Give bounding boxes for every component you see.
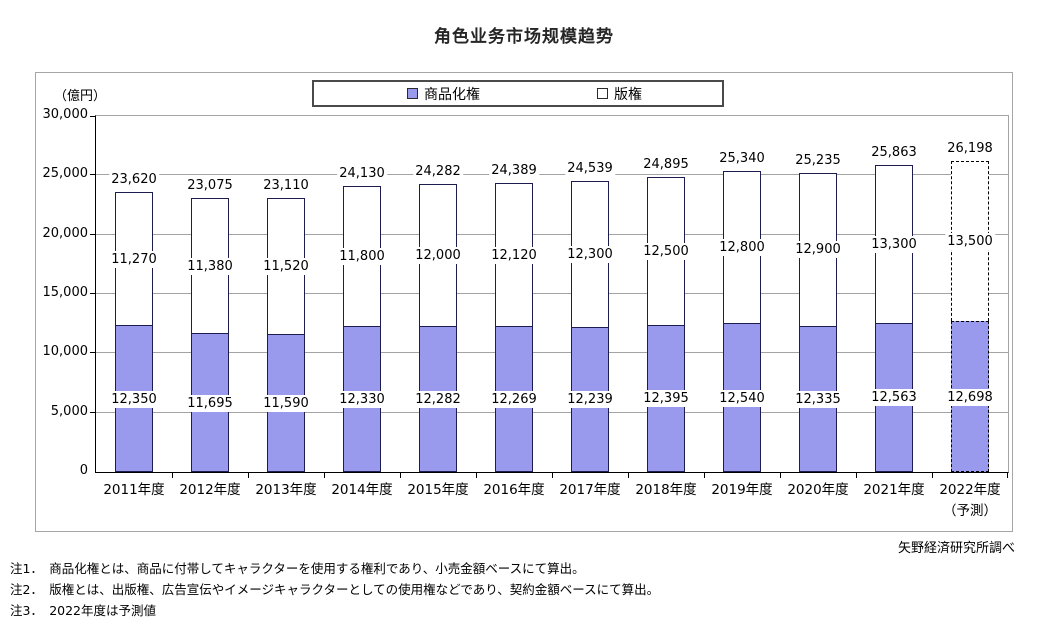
footnotes: 注1． 商品化権とは、商品に付帯してキャラクターを使用する権利であり、小売金額ベ… xyxy=(10,558,659,621)
y-axis-tick xyxy=(90,352,96,354)
data-label-total: 24,895 xyxy=(641,155,691,173)
plot-area: 23,620 11,270 12,350 2011年度 23,075 11,380 11,6… xyxy=(90,115,1009,519)
legend-label-copyright: 版権 xyxy=(614,86,642,103)
gridline xyxy=(96,411,1008,413)
x-axis-label: 2011年度 xyxy=(103,482,165,498)
data-label-total: 26,198 xyxy=(945,140,995,158)
data-label-copyright: 11,800 xyxy=(337,247,387,265)
data-label-total: 24,282 xyxy=(413,162,463,180)
y-axis-tick-label: 0 xyxy=(79,463,88,478)
data-label-merchandising: 12,698 xyxy=(945,388,995,406)
y-axis-tick-label: 5,000 xyxy=(50,403,88,419)
data-label-total: 25,340 xyxy=(717,150,767,168)
x-axis-tick xyxy=(248,473,249,478)
legend-entry-merchandising: 商品化権 xyxy=(407,82,480,105)
chart-frame: （億円） 商品化権 版権 23,620 11,270 12,350 2011年度 23,… xyxy=(35,72,1013,532)
x-axis-label: 2020年度 xyxy=(787,482,849,498)
x-axis-tick xyxy=(324,473,325,478)
y-axis-tick xyxy=(90,293,96,294)
data-label-merchandising: 12,282 xyxy=(413,391,463,409)
gridline xyxy=(96,174,1008,176)
x-axis-label: 2018年度 xyxy=(635,482,697,498)
data-label-total: 25,863 xyxy=(869,144,919,162)
data-label-merchandising: 12,330 xyxy=(337,390,387,408)
x-axis-label: 2014年度 xyxy=(331,482,393,498)
x-axis-tick xyxy=(552,473,553,478)
data-label-copyright: 13,500 xyxy=(945,233,995,251)
data-label-total: 23,110 xyxy=(261,176,311,194)
data-label-merchandising: 11,695 xyxy=(185,394,235,412)
gridline xyxy=(96,233,1008,235)
legend: 商品化権 版権 xyxy=(312,80,724,107)
data-label-copyright: 12,900 xyxy=(793,241,843,259)
legend-swatch-merchandising-icon xyxy=(407,88,418,99)
x-axis-label: 2013年度 xyxy=(255,482,317,498)
data-label-copyright: 12,500 xyxy=(641,242,691,260)
x-axis-tick xyxy=(704,473,705,478)
legend-label-merchandising: 商品化権 xyxy=(424,86,480,103)
y-axis-tick xyxy=(90,411,96,413)
y-axis-tick-label: 10,000 xyxy=(42,344,89,360)
data-label-copyright: 12,800 xyxy=(717,239,767,257)
data-label-copyright: 12,300 xyxy=(565,245,615,263)
data-label-merchandising: 12,395 xyxy=(641,390,691,408)
data-label-merchandising: 12,350 xyxy=(109,390,159,408)
x-axis-tick xyxy=(932,473,933,478)
page-title: 角色业务市场规模趋势 xyxy=(434,27,614,47)
data-label-copyright: 13,300 xyxy=(869,236,919,254)
x-axis-label: 2017年度 xyxy=(559,482,621,498)
footnote-2: 注2． 版権とは、出版権、広告宣伝やイメージキャラクターとしての使用権などであり… xyxy=(10,582,660,597)
x-axis-label: 2015年度 xyxy=(407,482,469,498)
y-axis-tick-label: 30,000 xyxy=(42,107,89,122)
x-axis-tick xyxy=(1007,473,1008,478)
data-label-copyright: 11,380 xyxy=(185,257,235,275)
x-axis-tick xyxy=(476,473,477,478)
x-axis-tick xyxy=(780,473,781,478)
data-label-copyright: 12,000 xyxy=(413,247,463,265)
data-label-total: 24,130 xyxy=(337,164,387,182)
legend-swatch-copyright-icon xyxy=(597,88,608,99)
x-axis-label: 2021年度 xyxy=(863,482,925,498)
y-axis-unit-label: （億円） xyxy=(54,89,107,104)
data-label-total: 24,539 xyxy=(565,159,615,177)
y-axis-tick xyxy=(90,174,96,176)
footnote-1: 注1． 商品化権とは、商品に付帯してキャラクターを使用する権利であり、小売金額ベ… xyxy=(10,561,585,576)
data-label-total: 24,389 xyxy=(489,161,539,179)
x-axis-label: 2012年度 xyxy=(179,482,241,498)
x-axis-label: 2016年度 xyxy=(483,482,545,498)
x-axis-tick xyxy=(400,473,401,478)
x-axis-tick xyxy=(172,473,173,478)
x-axis-label: 2019年度 xyxy=(711,482,773,498)
data-label-merchandising: 12,540 xyxy=(717,389,767,407)
data-label-total: 23,075 xyxy=(185,177,235,195)
gridline xyxy=(96,352,1008,354)
data-label-merchandising: 12,335 xyxy=(793,390,843,408)
y-axis-tick-label: 20,000 xyxy=(42,225,89,241)
y-axis-tick xyxy=(90,116,96,117)
data-label-merchandising: 12,563 xyxy=(869,389,919,407)
data-label-copyright: 11,270 xyxy=(109,250,159,268)
y-axis-tick xyxy=(90,233,96,235)
source-credit: 矢野経済研究所調べ xyxy=(897,541,1015,556)
y-axis-tick-label: 25,000 xyxy=(42,166,89,182)
gridline xyxy=(96,293,1008,294)
footnote-3: 注3． 2022年度は予測値 xyxy=(10,603,157,618)
data-label-merchandising: 11,590 xyxy=(261,395,311,413)
data-label-merchandising: 12,269 xyxy=(489,391,539,409)
x-axis-tick xyxy=(856,473,857,478)
data-label-merchandising: 12,239 xyxy=(565,391,615,409)
legend-entry-copyright: 版権 xyxy=(597,82,642,105)
data-label-copyright: 12,120 xyxy=(489,246,539,264)
x-axis-label-forecast-note: （予測） xyxy=(942,503,997,519)
x-axis-tick xyxy=(628,473,629,478)
data-label-copyright: 11,520 xyxy=(261,258,311,276)
y-axis-tick-label: 15,000 xyxy=(42,285,89,300)
x-axis-label: 2022年度 （予測） xyxy=(939,480,1000,522)
data-label-total: 23,620 xyxy=(109,170,159,188)
data-label-total: 25,235 xyxy=(793,151,843,169)
